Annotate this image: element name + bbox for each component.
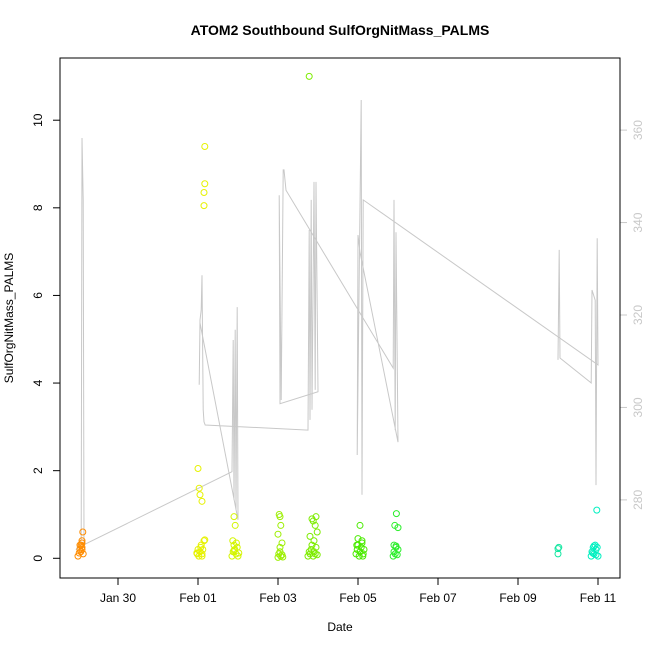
x-tick-label: Jan 30 xyxy=(100,591,136,605)
y-tick-label: 2 xyxy=(31,467,45,474)
y-tick-label: 10 xyxy=(31,113,45,127)
data-point xyxy=(278,539,286,547)
data-point xyxy=(554,550,562,558)
y-tick-label: 8 xyxy=(31,204,45,211)
data-point xyxy=(313,528,321,536)
data-point xyxy=(230,513,238,521)
data-point xyxy=(593,543,601,551)
data-point xyxy=(310,537,318,545)
data-point xyxy=(279,553,287,561)
data-point xyxy=(197,541,205,549)
data-point xyxy=(392,510,400,518)
y-tick-label: 6 xyxy=(31,292,45,299)
data-point xyxy=(594,552,602,560)
data-point xyxy=(195,484,203,492)
chart-title: ATOM2 Southbound SulfOrgNitMass_PALMS xyxy=(191,22,490,38)
data-point xyxy=(198,552,206,560)
data-point xyxy=(360,546,368,554)
data-point xyxy=(78,543,86,551)
data-point xyxy=(359,552,367,560)
data-point xyxy=(231,521,239,529)
x-tick-label: Feb 05 xyxy=(339,591,377,605)
x-tick-label: Feb 07 xyxy=(419,591,457,605)
data-point xyxy=(234,552,242,560)
data-point xyxy=(389,552,397,560)
data-point xyxy=(201,536,209,544)
y-tick-label: 0 xyxy=(31,555,45,562)
data-point xyxy=(590,542,598,550)
data-point xyxy=(305,72,313,80)
y-axis-label: SulfOrgNitMass_PALMS xyxy=(2,253,16,383)
data-point xyxy=(353,541,361,549)
data-point xyxy=(274,530,282,538)
y2-tick-label: 280 xyxy=(631,490,645,510)
data-point xyxy=(230,546,238,554)
data-line xyxy=(75,100,599,551)
data-point xyxy=(304,552,312,560)
data-point xyxy=(232,539,240,547)
data-point xyxy=(593,506,601,514)
data-point xyxy=(200,188,208,196)
data-point xyxy=(79,528,87,536)
data-point xyxy=(311,521,319,529)
x-tick-label: Feb 09 xyxy=(499,591,537,605)
data-point xyxy=(306,532,314,540)
data-point xyxy=(555,543,563,551)
data-point xyxy=(394,546,402,554)
data-point xyxy=(394,524,402,532)
data-point xyxy=(592,551,600,559)
data-point xyxy=(78,539,86,547)
data-point xyxy=(78,537,86,545)
y2-tick-label: 340 xyxy=(631,212,645,232)
data-point xyxy=(79,550,87,558)
y2-tick-label: 360 xyxy=(631,120,645,140)
data-point xyxy=(313,551,321,559)
data-point xyxy=(554,545,562,553)
data-point xyxy=(355,552,363,560)
data-point xyxy=(194,464,202,472)
x-tick-label: Feb 03 xyxy=(259,591,297,605)
data-point xyxy=(196,491,204,499)
data-point xyxy=(75,549,83,557)
data-point xyxy=(309,517,317,525)
data-point xyxy=(200,202,208,210)
data-point xyxy=(201,180,209,188)
x-axis-label: Date xyxy=(327,620,353,634)
data-point xyxy=(276,543,284,551)
data-point xyxy=(199,546,207,554)
data-point xyxy=(277,521,285,529)
data-point xyxy=(354,535,362,543)
data-point xyxy=(309,552,317,560)
data-point xyxy=(308,541,316,549)
y-tick-label: 4 xyxy=(31,379,45,386)
plot-frame xyxy=(59,57,621,579)
data-point xyxy=(392,542,400,550)
plot-area: Jan 30 Feb 01 Feb 03 Feb 05 Feb 07 Feb 09 Feb … xyxy=(31,72,645,605)
data-point xyxy=(232,550,240,558)
data-point xyxy=(201,142,209,150)
data-point xyxy=(356,521,364,529)
data-point xyxy=(312,543,320,551)
y2-tick-label: 320 xyxy=(631,305,645,325)
data-point xyxy=(193,549,201,557)
data-point xyxy=(76,541,84,549)
x-tick-label: Feb 01 xyxy=(179,591,217,605)
data-point xyxy=(198,497,206,505)
data-point xyxy=(229,537,237,545)
y2-tick-label: 300 xyxy=(631,397,645,417)
data-point xyxy=(591,541,599,549)
data-point xyxy=(393,551,401,559)
data-point xyxy=(198,550,206,558)
x-tick-label: Feb 11 xyxy=(580,591,617,605)
data-point xyxy=(358,537,366,545)
data-point xyxy=(276,513,284,521)
data-point xyxy=(231,546,239,554)
